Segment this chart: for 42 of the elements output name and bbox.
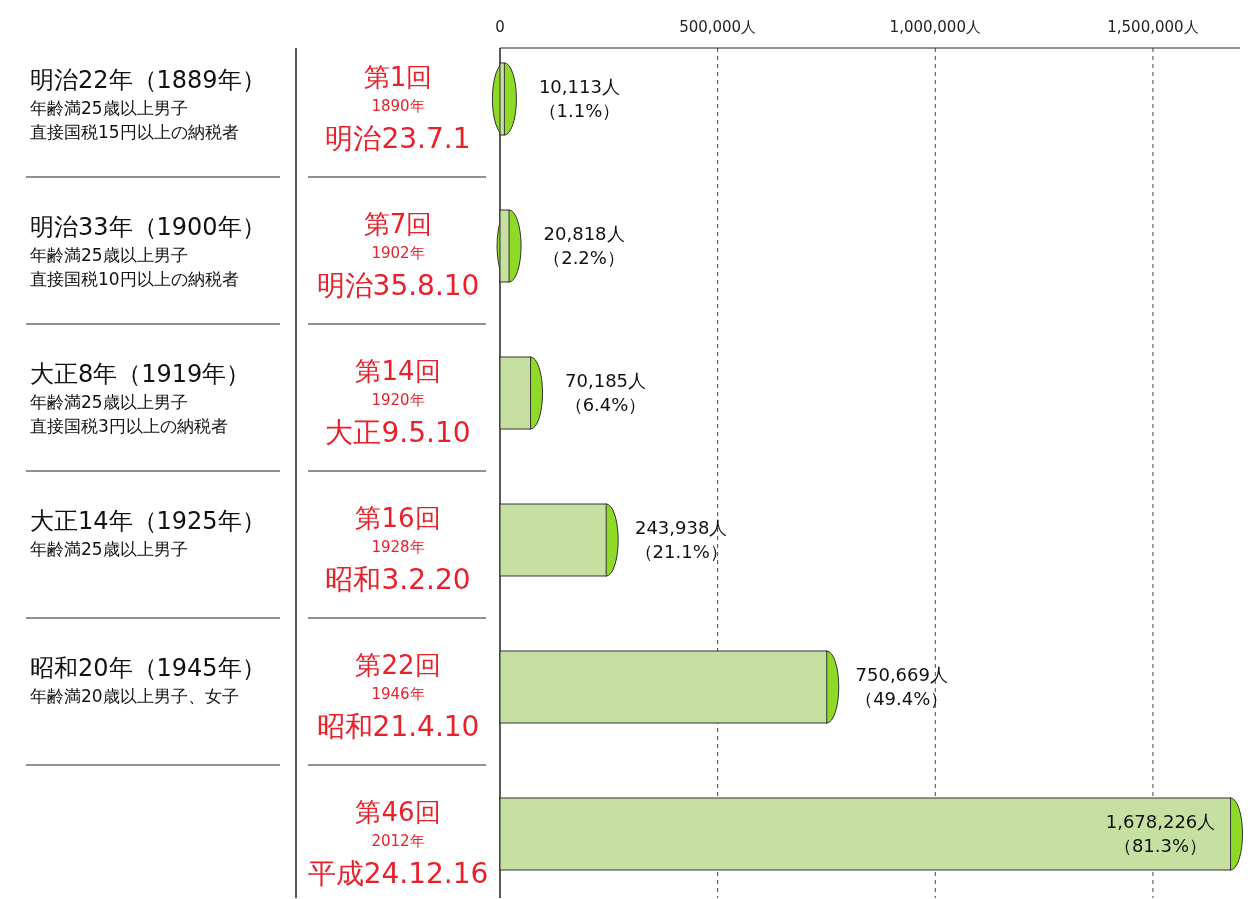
- text: 明治33年（1900年）: [30, 213, 266, 241]
- y-tick-label: 第16回: [355, 503, 441, 533]
- text: 直接国税10円以上の納税者: [30, 269, 239, 289]
- data-label: 750,669人（49.4%）: [855, 664, 949, 709]
- bar: [499, 62, 505, 136]
- text: 大正8年（1919年）: [30, 360, 251, 388]
- text: 直接国税15円以上の納税者: [30, 122, 239, 142]
- text: 1920年: [371, 391, 425, 409]
- text: 明治22年（1889年）: [30, 66, 266, 94]
- text: 1928年: [371, 538, 425, 556]
- text: 1890年: [371, 97, 425, 115]
- text: 大正9.5.10: [325, 416, 471, 449]
- text: 大正14年（1925年）: [30, 507, 266, 535]
- y-tick-label: 第22回: [355, 650, 441, 680]
- text: 平成24.12.16: [307, 857, 489, 890]
- x-tick-label: 500,000人: [679, 18, 757, 36]
- data-label: 10,113人（1.1%）: [538, 76, 621, 121]
- text: 1902年: [371, 244, 425, 262]
- y-tick-label: 第7回: [363, 209, 433, 239]
- text: 1946年: [371, 685, 425, 703]
- text: 年齢満20歳以上男子、女子: [30, 686, 239, 706]
- x-tick-label: 0: [495, 18, 505, 36]
- y-tick-label: 第46回: [355, 797, 441, 827]
- text: 年齢満25歳以上男子: [30, 98, 188, 118]
- y-tick-label: 第1回: [363, 62, 433, 92]
- data-label: 243,938人（21.1%）: [634, 517, 728, 562]
- text: 昭和21.4.10: [316, 710, 480, 743]
- text: 明治23.7.1: [325, 122, 471, 155]
- x-tick-label: 1,500,000人: [1107, 18, 1199, 36]
- text: 2012年: [371, 832, 425, 850]
- data-label: 70,185人（6.4%）: [564, 370, 647, 415]
- text: 年齢満25歳以上男子: [30, 539, 188, 559]
- text: 昭和3.2.20: [325, 563, 471, 596]
- data-label: 20,818人（2.2%）: [543, 223, 625, 268]
- text: 明治35.8.10: [316, 269, 480, 302]
- text: 年齢満25歳以上男子: [30, 392, 188, 412]
- data-label: 1,678,226人（81.3%）: [1105, 811, 1216, 856]
- x-tick-label: 1,000,000人: [889, 18, 981, 36]
- text: 直接国税3円以上の納税者: [30, 416, 228, 436]
- text: 年齢満25歳以上男子: [30, 245, 188, 265]
- y-tick-label: 第14回: [355, 356, 441, 386]
- text: 昭和20年（1945年）: [30, 654, 266, 682]
